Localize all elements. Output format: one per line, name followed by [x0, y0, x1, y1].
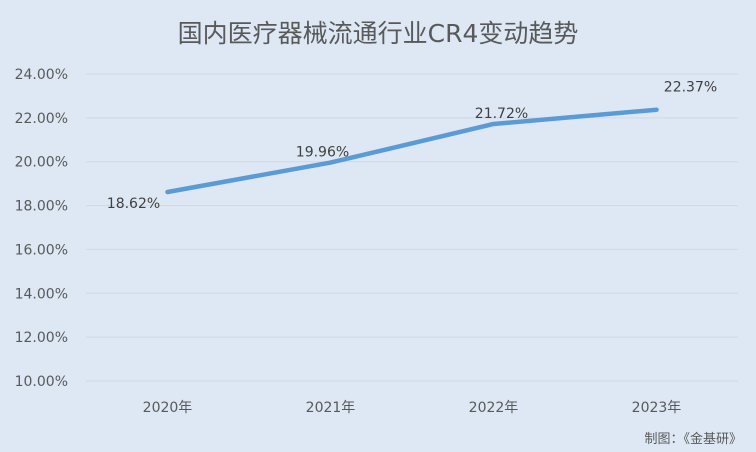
y-axis-labels: 24.00% 22.00% 20.00% 18.00% 16.00% 14.00% 12.0… — [15, 67, 68, 390]
chart-title: 国内医疗器械流通行业CR4变动趋势 — [177, 19, 579, 48]
x-tick-label: 2022年 — [469, 400, 519, 416]
y-tick-label: 16.00% — [15, 242, 68, 258]
y-tick-label: 22.00% — [15, 111, 68, 127]
data-label: 22.37% — [664, 80, 717, 96]
y-tick-label: 18.00% — [15, 199, 68, 215]
cr4-line — [165, 107, 659, 195]
y-tick-label: 14.00% — [15, 286, 68, 302]
x-tick-label: 2021年 — [306, 400, 356, 416]
gridlines — [86, 73, 738, 382]
x-tick-label: 2020年 — [143, 400, 193, 416]
x-axis-labels: 2020年 2021年 2022年 2023年 — [143, 400, 682, 416]
data-labels: 18.62% 19.96% 21.72% 22.37% — [107, 80, 717, 212]
chart-credit: 制图：《金基研》 — [644, 432, 742, 447]
data-label: 19.96% — [296, 145, 349, 161]
x-tick-label: 2023年 — [632, 400, 682, 416]
y-tick-label: 20.00% — [15, 155, 68, 171]
data-label: 18.62% — [107, 196, 160, 212]
y-tick-label: 12.00% — [15, 330, 68, 346]
data-label: 21.72% — [475, 106, 528, 122]
y-tick-label: 24.00% — [15, 67, 68, 83]
y-tick-label: 10.00% — [15, 374, 68, 390]
